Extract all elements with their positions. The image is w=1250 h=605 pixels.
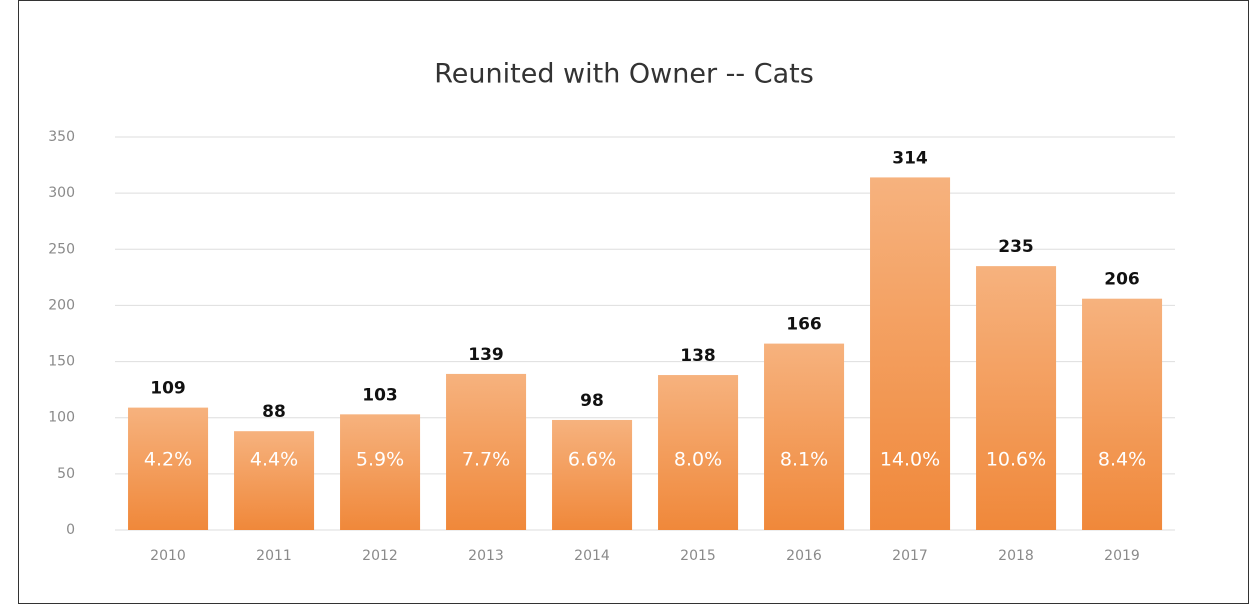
share-label: 4.4% — [250, 449, 298, 471]
x-tick-label: 2015 — [680, 548, 716, 564]
share-label: 8.4% — [1098, 449, 1146, 471]
share-label: 8.1% — [780, 449, 828, 471]
y-tick-label: 0 — [66, 522, 75, 538]
value-label: 166 — [786, 315, 822, 335]
x-tick-label: 2010 — [150, 548, 186, 564]
x-tick-label: 2012 — [362, 548, 398, 564]
share-label: 7.7% — [462, 449, 510, 471]
share-label: 10.6% — [986, 449, 1046, 471]
bar — [552, 419, 633, 530]
y-tick-label: 50 — [57, 466, 75, 482]
y-tick-label: 200 — [48, 297, 75, 313]
x-tick-label: 2013 — [468, 548, 504, 564]
bar — [976, 266, 1057, 530]
share-label: 4.2% — [144, 449, 192, 471]
value-label: 109 — [150, 379, 186, 399]
bar — [446, 373, 527, 530]
bar — [870, 177, 951, 530]
value-label: 139 — [468, 345, 504, 365]
y-tick-label: 250 — [48, 241, 75, 257]
y-tick-label: 150 — [48, 354, 75, 370]
x-tick-label: 2019 — [1104, 548, 1140, 564]
bar — [764, 343, 845, 530]
value-label: 138 — [680, 346, 716, 366]
share-label: 5.9% — [356, 449, 404, 471]
y-tick-label: 300 — [48, 185, 75, 201]
share-label: 8.0% — [674, 449, 722, 471]
x-tick-label: 2011 — [256, 548, 292, 564]
bar — [128, 407, 209, 530]
bar — [340, 414, 421, 530]
bar — [1082, 298, 1163, 530]
y-tick-label: 350 — [48, 129, 75, 145]
y-tick-label: 100 — [48, 410, 75, 426]
x-tick-label: 2017 — [892, 548, 928, 564]
share-label: 14.0% — [880, 449, 940, 471]
x-tick-label: 2016 — [786, 548, 822, 564]
x-tick-label: 2018 — [998, 548, 1034, 564]
value-label: 103 — [362, 385, 398, 405]
value-label: 206 — [1104, 270, 1140, 290]
value-label: 314 — [892, 148, 928, 168]
value-label: 235 — [998, 237, 1034, 257]
value-label: 88 — [262, 402, 286, 422]
share-label: 6.6% — [568, 449, 616, 471]
chart-title: Reunited with Owner -- Cats — [434, 59, 814, 90]
value-label: 98 — [580, 391, 604, 411]
bar — [234, 431, 315, 530]
x-tick-label: 2014 — [574, 548, 610, 564]
bar — [658, 375, 739, 530]
